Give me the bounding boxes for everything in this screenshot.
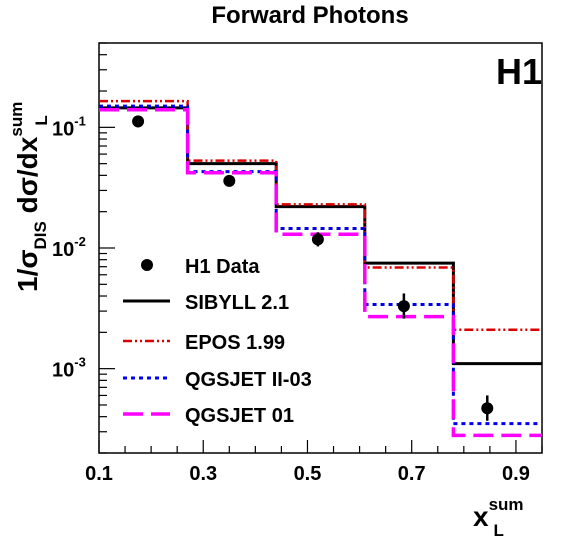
legend-label: QGSJET 01 bbox=[185, 405, 294, 427]
data-point bbox=[132, 115, 145, 128]
x-tick-label: 0.1 bbox=[85, 463, 113, 485]
legend: H1 Data SIBYLL 2.1 EPOS 1.99 QGSJET II-03 QG… bbox=[123, 256, 312, 427]
series-layer bbox=[99, 99, 542, 438]
series-line bbox=[99, 104, 542, 426]
x-axis-title: xsum L bbox=[473, 495, 524, 540]
x-tick-label: 0.5 bbox=[294, 463, 322, 485]
series-line bbox=[99, 107, 542, 438]
legend-label: EPOS 1.99 bbox=[185, 332, 285, 354]
legend-label: H1 Data bbox=[185, 256, 260, 278]
legend-label: SIBYLL 2.1 bbox=[185, 292, 289, 314]
y-axis-title: 1/σDIS dσ/dxsum L bbox=[7, 102, 51, 292]
plot-frame bbox=[98, 42, 543, 454]
data-point bbox=[223, 174, 236, 187]
chart-title: Forward Photons bbox=[211, 2, 408, 29]
data-point bbox=[311, 233, 324, 246]
data-point bbox=[397, 300, 410, 313]
legend-marker bbox=[141, 259, 153, 271]
x-tick-label: 0.7 bbox=[398, 463, 426, 485]
experiment-label: H1 bbox=[496, 51, 542, 92]
x-tick-label: 0.9 bbox=[502, 463, 530, 485]
y-tick-label: 10-2 bbox=[52, 234, 86, 261]
series-line bbox=[99, 99, 542, 332]
data-point bbox=[481, 402, 494, 415]
y-tick-label: 10-3 bbox=[52, 355, 86, 382]
legend-label: QGSJET II-03 bbox=[185, 369, 312, 391]
x-tick-label: 0.3 bbox=[189, 463, 217, 485]
axes: 0.1 0.3 0.5 0.7 0.9 10-1 10-2 10-3 bbox=[52, 42, 543, 485]
y-tick-label: 10-1 bbox=[52, 113, 86, 140]
data-layer bbox=[132, 115, 494, 421]
